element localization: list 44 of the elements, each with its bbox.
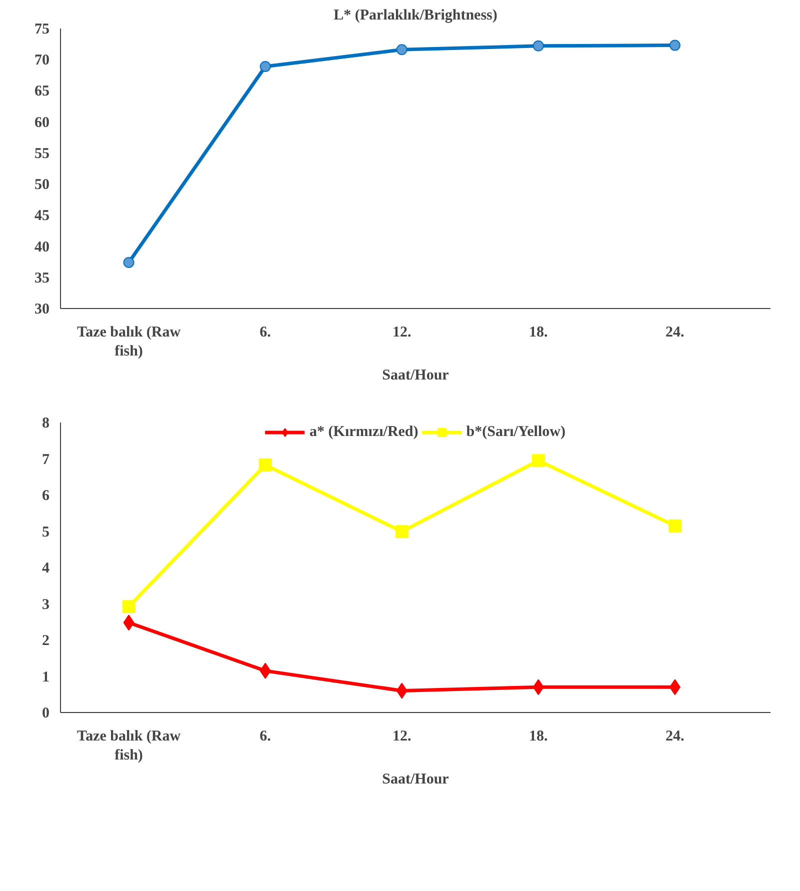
- y-tick-label: 7: [42, 452, 50, 468]
- y-tick-label: 45: [34, 208, 50, 224]
- legend-label: a* (Kırmızı/Red): [310, 424, 418, 440]
- y-tick-label: 2: [42, 633, 50, 649]
- y-tick-label: 65: [34, 84, 50, 100]
- point: [260, 60, 271, 72]
- y-tick-label: 3: [42, 596, 50, 613]
- legend-label: b*(Sarı/Yellow): [466, 424, 566, 440]
- x-tick-label: 24.: [666, 728, 685, 744]
- point: [669, 40, 680, 51]
- point: [395, 525, 408, 538]
- x-axis-title: Saat/Hour: [382, 772, 450, 788]
- point: [122, 600, 136, 614]
- x-tick-label: 6.: [260, 324, 272, 340]
- chart-title: L* (Parlaklık/Brightness): [334, 8, 498, 24]
- x-tick-label: Taze balık (Raw fish): [76, 324, 181, 360]
- y-tick-label: 4: [42, 560, 50, 576]
- point: [668, 519, 682, 532]
- y-tick-label: 0: [42, 706, 50, 722]
- y-tick-label: 70: [34, 52, 50, 69]
- y-tick-label: 5: [42, 524, 50, 540]
- x-axis-title: Saat/Hour: [382, 368, 450, 384]
- x-tick-label: 12.: [392, 728, 412, 744]
- x-tick-label: 18.: [529, 728, 548, 744]
- point: [258, 458, 272, 472]
- x-tick-label: Taze balık (Raw fish): [76, 728, 181, 764]
- y-tick-label: 6: [42, 488, 50, 504]
- x-tick-label: 12.: [392, 324, 412, 340]
- y-tick-label: 8: [42, 416, 50, 432]
- point: [123, 256, 134, 268]
- y-tick-label: 55: [34, 146, 50, 162]
- y-tick-label: 35: [34, 270, 50, 286]
- y-tick-label: 1: [42, 669, 50, 686]
- point: [532, 454, 545, 468]
- y-tick-label: 50: [34, 177, 50, 194]
- y-tick-label: 40: [34, 239, 50, 256]
- x-tick-label: 6.: [260, 728, 272, 744]
- y-tick-label: 75: [34, 22, 50, 38]
- y-tick-label: 60: [34, 114, 50, 131]
- point: [532, 40, 544, 52]
- point: [396, 44, 408, 56]
- x-tick-label: 18.: [529, 324, 548, 340]
- x-tick-label: 24.: [666, 324, 685, 340]
- y-tick-label: 30: [34, 302, 50, 318]
